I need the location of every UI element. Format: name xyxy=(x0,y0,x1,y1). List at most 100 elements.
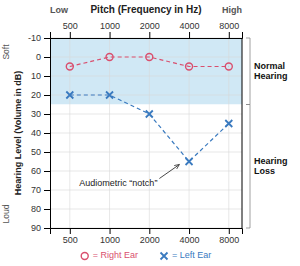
tick: 20 xyxy=(31,90,50,100)
tick-label: 80 xyxy=(31,204,41,214)
plot: 50010002000400080005001000200040008000-1… xyxy=(28,21,288,245)
tick: -10 xyxy=(28,33,50,43)
tick: 0 xyxy=(36,52,50,62)
tick-mark xyxy=(149,32,150,38)
tick: 8000 xyxy=(219,228,239,245)
tick-label: -10 xyxy=(28,33,41,43)
tick: 70 xyxy=(31,185,50,195)
grid-line xyxy=(109,38,110,228)
tick-label: 8000 xyxy=(219,235,239,245)
point xyxy=(186,158,193,165)
tick: 40 xyxy=(31,128,50,138)
tick-mark xyxy=(44,209,50,210)
tick-label: 4000 xyxy=(180,235,200,245)
series-line xyxy=(70,95,229,162)
annotation: Audiometric “notch” xyxy=(79,165,179,188)
tick-mark xyxy=(44,133,50,134)
grid-line xyxy=(149,38,150,228)
x-axis-top: 500 1000 2000 4000 8000 xyxy=(51,21,243,39)
tick-mark xyxy=(110,228,111,234)
tick-mark xyxy=(44,228,50,229)
tick: 1000 xyxy=(100,228,120,245)
series-group xyxy=(66,92,232,166)
grid-line xyxy=(50,133,242,134)
grid-line xyxy=(50,114,242,115)
tick-mark xyxy=(44,76,50,77)
tick-label: 0 xyxy=(36,52,41,62)
tick: 2000 xyxy=(140,21,160,38)
point xyxy=(106,54,113,61)
point xyxy=(225,120,232,127)
tick-label: 10 xyxy=(31,71,41,81)
y-end-label: Loud xyxy=(1,204,11,223)
tick-label: 30 xyxy=(31,109,41,119)
tick-label: 20 xyxy=(31,90,41,100)
tick-label: 500 xyxy=(63,235,78,245)
tick-label: 1000 xyxy=(100,21,120,31)
legend-item: = Left Ear xyxy=(161,250,212,260)
tick-mark xyxy=(189,32,190,38)
tick-mark xyxy=(110,32,111,38)
band xyxy=(50,105,242,229)
point xyxy=(66,92,73,99)
series-line xyxy=(70,57,229,67)
tick-label: 1000 xyxy=(100,235,120,245)
tick: 50 xyxy=(31,147,50,157)
annotation-arrow xyxy=(159,165,179,179)
band-label: HearingLoss xyxy=(254,156,288,176)
legend-label: = Right Ear xyxy=(93,250,138,260)
bracket xyxy=(246,105,250,229)
tick: 4000 xyxy=(180,228,200,245)
grid-line xyxy=(228,38,229,228)
point xyxy=(66,63,73,70)
grid-line xyxy=(50,76,242,77)
annotation-text: Audiometric “notch” xyxy=(79,178,157,188)
axis-line xyxy=(51,32,243,39)
series-group xyxy=(66,54,232,71)
grid-line xyxy=(50,152,242,153)
tick-label: 8000 xyxy=(219,21,239,31)
point xyxy=(146,54,153,61)
tick-label: 60 xyxy=(31,166,41,176)
tick: 8000 xyxy=(219,21,239,38)
tick: 90 xyxy=(31,223,50,233)
series xyxy=(66,54,232,166)
tick-label: 50 xyxy=(31,147,41,157)
tick: 4000 xyxy=(180,21,200,38)
chart: 50010002000400080005001000200040008000-1… xyxy=(0,0,300,266)
y-end-label: Soft xyxy=(1,44,11,60)
grid-line xyxy=(50,209,242,210)
tick: 10 xyxy=(31,71,50,81)
legend-marker xyxy=(81,253,88,260)
axis-line xyxy=(44,39,51,229)
tick: 500 xyxy=(63,228,78,245)
bracket xyxy=(246,38,250,105)
tick-mark xyxy=(149,228,150,234)
tick-label: 500 xyxy=(63,21,78,31)
tick-mark xyxy=(189,228,190,234)
tick-mark xyxy=(44,171,50,172)
band-label: NormalHearing xyxy=(254,61,288,81)
legend-marker xyxy=(161,253,168,260)
title: Pitch (Frequency in Hz) xyxy=(90,4,201,15)
point xyxy=(146,111,153,118)
y-axis: -10 0 10 20 30 40 50 60 70 80 90 xyxy=(28,33,51,233)
bands xyxy=(50,38,242,228)
grid-line xyxy=(50,190,242,191)
tick: 1000 xyxy=(100,21,120,38)
legend-item: = Right Ear xyxy=(81,250,138,260)
tick: 30 xyxy=(31,109,50,119)
tick-mark xyxy=(70,228,71,234)
tick-mark xyxy=(44,114,50,115)
tick: 2000 xyxy=(140,228,160,245)
frame xyxy=(242,38,243,228)
tick-mark xyxy=(70,32,71,38)
tick-label: 70 xyxy=(31,185,41,195)
tick-mark xyxy=(44,57,50,58)
tick-mark xyxy=(44,38,50,39)
tick-mark xyxy=(44,190,50,191)
x-end-label: High xyxy=(222,5,242,15)
tick-mark xyxy=(44,152,50,153)
tick-label: 4000 xyxy=(180,21,200,31)
tick-mark xyxy=(229,32,230,38)
